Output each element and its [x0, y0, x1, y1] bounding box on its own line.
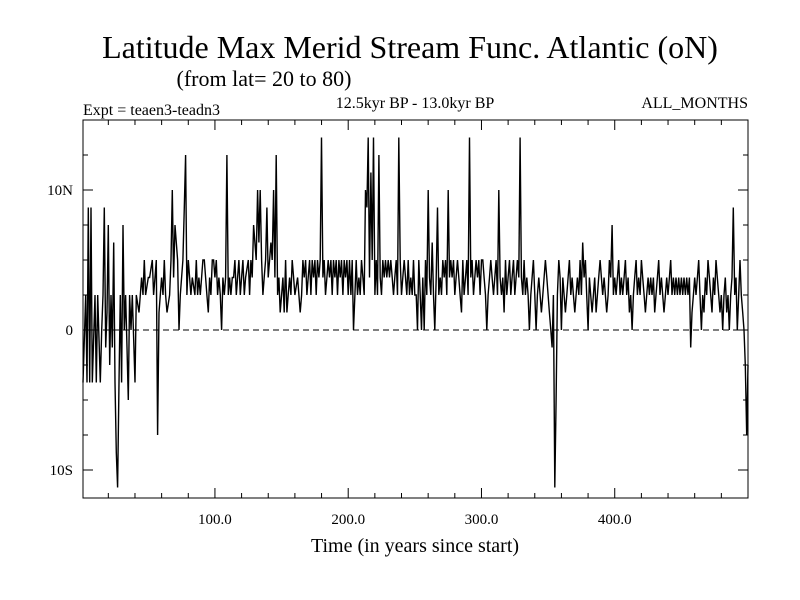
x-tick-label: 100.0	[198, 512, 232, 528]
series-line	[82, 137, 749, 488]
period-label: 12.5kyr BP - 13.0kyr BP	[336, 95, 495, 112]
x-tick-label: 400.0	[598, 512, 632, 528]
experiment-label: Expt = teaen3-teadn3	[83, 102, 220, 119]
x-tick-label: 300.0	[465, 512, 499, 528]
plot-frame	[82, 119, 749, 499]
chart-title: Latitude Max Merid Stream Func. Atlantic…	[102, 29, 718, 65]
x-axis-label: Time (in years since start)	[311, 535, 519, 557]
y-tick-label: 0	[66, 323, 74, 339]
x-tick-label: 200.0	[331, 512, 365, 528]
months-label: ALL_MONTHS	[641, 95, 748, 112]
y-axis-ticks: 10N 0 10S	[47, 154, 748, 479]
x-axis-ticks: 100.0 200.0 300.0 400.0	[107, 120, 722, 528]
chart-subtitle: (from lat= 20 to 80)	[177, 66, 352, 91]
y-tick-label: 10S	[50, 463, 73, 479]
y-tick-label: 10N	[47, 183, 73, 199]
